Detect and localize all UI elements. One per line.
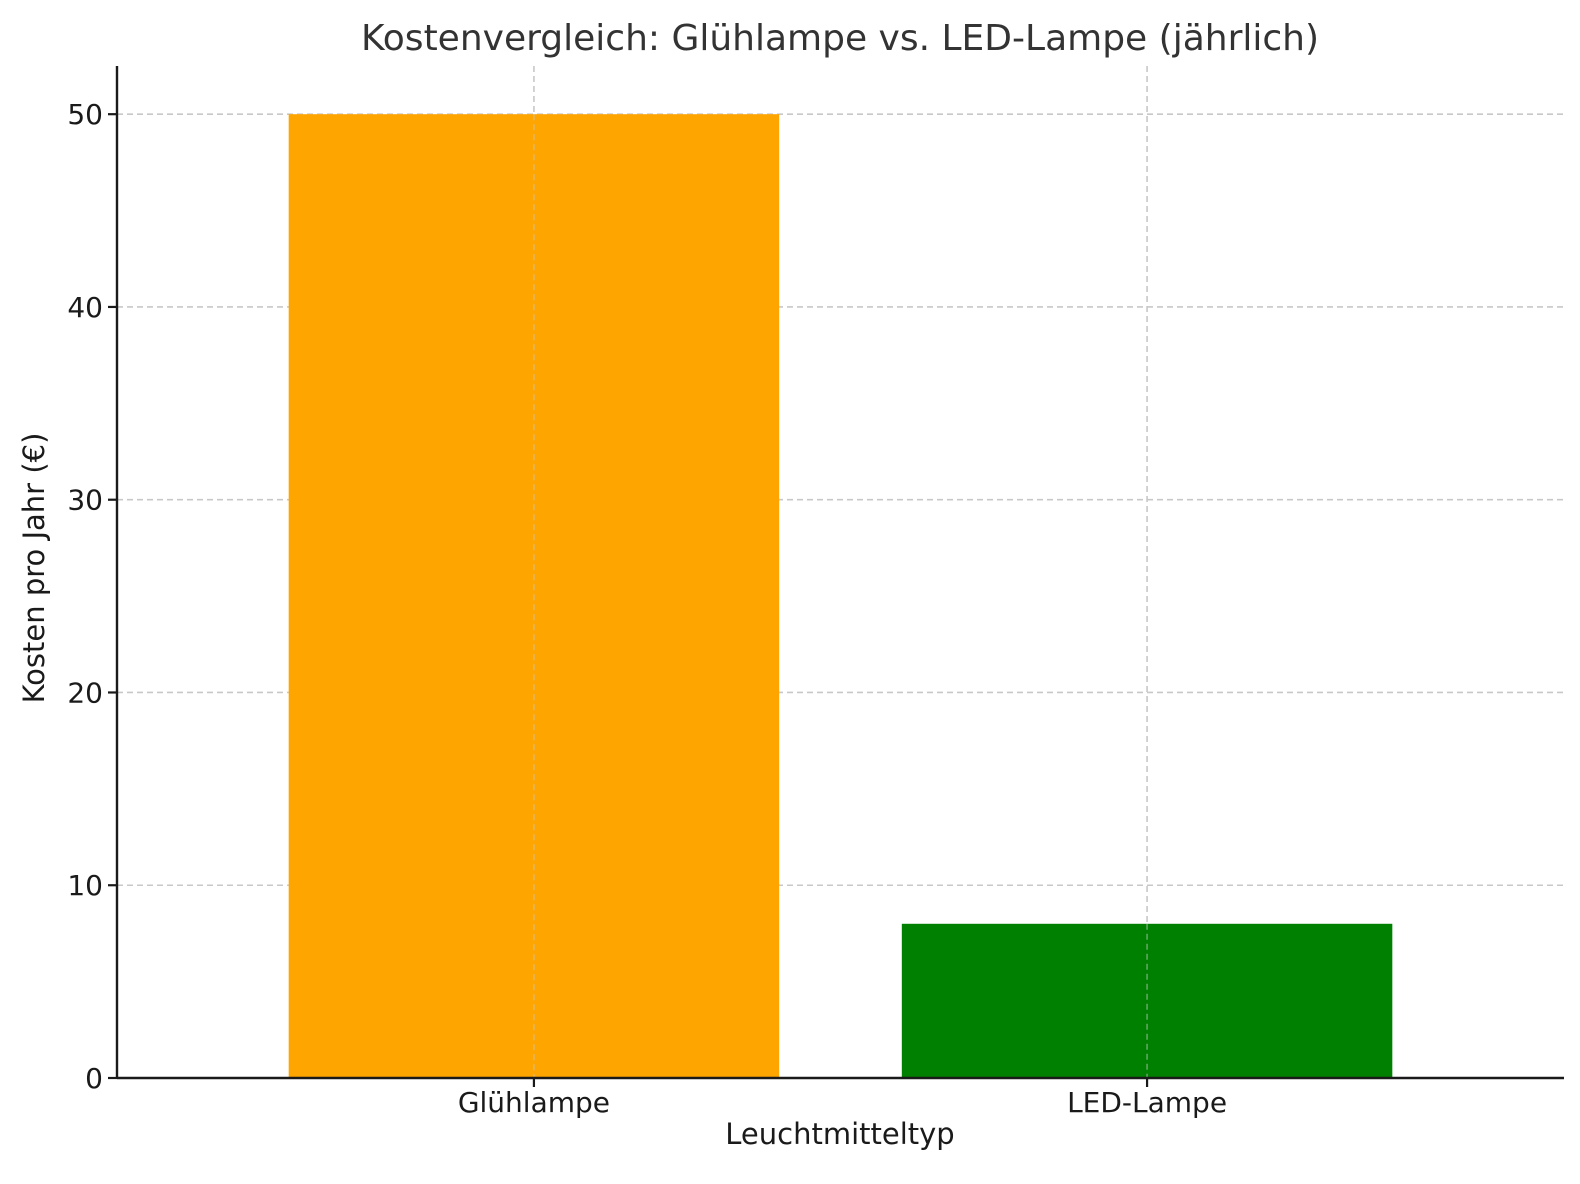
y-tick-label: 20 [67,676,103,709]
y-tick-label: 0 [85,1062,103,1095]
y-axis-label: Kosten pro Jahr (€) [17,433,51,704]
axes [115,66,1564,1080]
x-tick-label: Glühlampe [458,1086,610,1119]
y-tick-label: 40 [67,291,103,324]
bars [288,114,1393,1078]
x-tick-label: LED-Lampe [1067,1086,1227,1119]
x-axis-label: Leuchtmitteltyp [725,1117,954,1151]
y-tick-label: 50 [67,98,103,131]
y-tick-label: 30 [67,484,103,517]
ticks: 0 10 20 30 40 50 Glühlampe LED-Lampe [67,98,1227,1119]
y-tick-label: 10 [67,869,103,902]
chart-title: Kostenvergleich: Glühlampe vs. LED-Lampe… [361,18,1319,59]
